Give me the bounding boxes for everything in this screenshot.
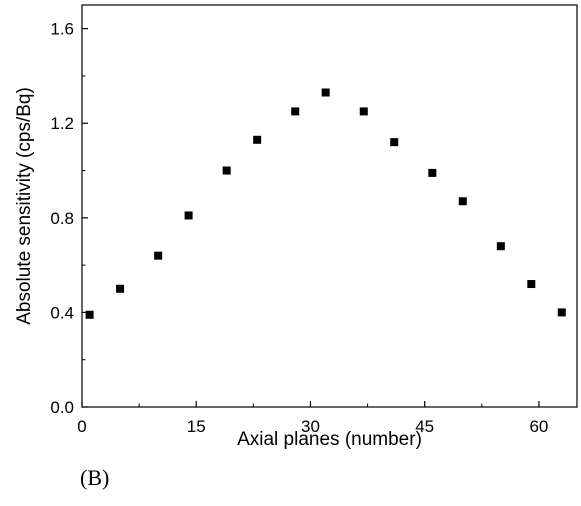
y-axis: 0.0 0.4 0.8 1.2 1.6 xyxy=(50,20,88,417)
data-point xyxy=(390,138,399,147)
panel-label: (B) xyxy=(80,465,109,490)
data-point xyxy=(184,211,193,220)
x-tick-label: 0 xyxy=(77,417,86,436)
x-tick-label: 45 xyxy=(415,417,434,436)
y-tick-label: 0.8 xyxy=(50,209,74,228)
y-tick-label: 0.4 xyxy=(50,303,74,322)
data-point xyxy=(222,166,231,175)
data-point xyxy=(85,310,94,319)
y-tick-label: 0.0 xyxy=(50,398,74,417)
data-point xyxy=(321,88,330,97)
plot-border xyxy=(81,4,578,408)
x-tick-label: 15 xyxy=(187,417,206,436)
y-axis-label: Absolute sensitivity (cps/Bq) xyxy=(14,87,35,325)
data-point xyxy=(428,168,437,177)
data-point xyxy=(359,107,368,116)
x-tick-label: 30 xyxy=(301,417,320,436)
data-point xyxy=(458,197,467,206)
data-point xyxy=(291,107,300,116)
data-point xyxy=(527,280,536,289)
y-tick-label: 1.6 xyxy=(50,20,74,39)
plot-frame xyxy=(81,4,578,408)
data-point xyxy=(116,284,125,293)
data-point xyxy=(557,308,566,317)
data-point xyxy=(496,242,505,251)
x-axis: 0 15 30 45 60 xyxy=(77,401,548,436)
x-tick-label: 60 xyxy=(529,417,548,436)
data-point xyxy=(154,251,163,260)
y-tick-label: 1.2 xyxy=(50,114,74,133)
data-point xyxy=(253,135,262,144)
data-points xyxy=(85,88,566,319)
x-axis-label: Axial planes (number) xyxy=(237,429,422,450)
